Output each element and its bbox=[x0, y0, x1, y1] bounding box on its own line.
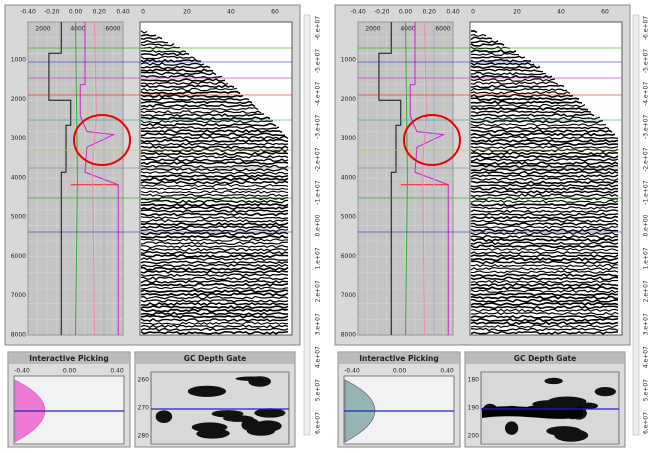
gate-axis-label: 260 bbox=[138, 377, 150, 384]
gate-blob bbox=[548, 397, 587, 407]
seismic-axis-label: 20 bbox=[513, 9, 521, 16]
colorbar-label: 0.e+00 bbox=[315, 214, 322, 236]
log-axis-label: 4000 bbox=[400, 26, 415, 33]
colorbar-label: -3.e+07 bbox=[315, 114, 322, 138]
depth-label: 8000 bbox=[11, 332, 26, 339]
gate-axis-label: 270 bbox=[138, 405, 150, 412]
log-axis-label: 6000 bbox=[435, 26, 450, 33]
gate-blob bbox=[595, 387, 616, 396]
gate-axis-label: 280 bbox=[138, 433, 150, 440]
depth-label: 3000 bbox=[341, 135, 356, 142]
log-axis-label: -0.20 bbox=[374, 9, 390, 16]
depth-label: 3000 bbox=[11, 135, 26, 142]
colorbar-label: 1.e+07 bbox=[315, 247, 322, 269]
colorbar-label: 3.e+07 bbox=[315, 313, 322, 335]
log-axis-label: 4000 bbox=[70, 26, 85, 33]
colorbar bbox=[304, 15, 310, 435]
gate-blob bbox=[248, 376, 271, 387]
gate-axis-label: 200 bbox=[468, 433, 480, 440]
gate-blob bbox=[196, 429, 228, 439]
picking-title: Interactive Picking bbox=[29, 354, 109, 363]
picking-title: Interactive Picking bbox=[359, 354, 439, 363]
gate-blob bbox=[544, 378, 562, 384]
colorbar-label: 5.e+07 bbox=[643, 379, 650, 401]
log-axis-label: 2000 bbox=[365, 26, 380, 33]
gate-blob bbox=[188, 386, 226, 397]
depth-label: 8000 bbox=[341, 332, 356, 339]
log-axis-label: 0.40 bbox=[116, 9, 130, 16]
depth-label: 7000 bbox=[11, 292, 26, 299]
colorbar-label: 0.e+00 bbox=[643, 214, 650, 236]
app-screenshot: -0.40-0.200.000.200.40200040006000100020… bbox=[0, 0, 652, 453]
log-axis-label: 0.00 bbox=[69, 9, 83, 16]
gate-title: GC Depth Gate bbox=[514, 354, 576, 363]
picking-axis-label: 0.00 bbox=[63, 368, 77, 375]
log-axis-label: 0.40 bbox=[446, 9, 460, 16]
gate-blob bbox=[247, 427, 275, 436]
colorbar-label: 1.e+07 bbox=[643, 247, 650, 269]
depth-label: 5000 bbox=[11, 214, 26, 221]
gate-blob bbox=[554, 429, 588, 442]
picking-axis-label: 0.00 bbox=[393, 368, 407, 375]
depth-label: 7000 bbox=[341, 292, 356, 299]
colorbar-label: 4.e+07 bbox=[643, 346, 650, 368]
seismic-axis-label: 60 bbox=[271, 9, 279, 16]
log-axis-label: 0.20 bbox=[93, 9, 107, 16]
seismic-axis-label: 0 bbox=[141, 9, 145, 16]
colorbar-label: 3.e+07 bbox=[643, 313, 650, 335]
colorbar-label: -3.e+07 bbox=[643, 114, 650, 138]
gate-blob bbox=[505, 421, 518, 434]
picking-axis-label: -0.40 bbox=[14, 368, 30, 375]
log-axis-label: 0.20 bbox=[423, 9, 437, 16]
colorbar-label: -4.e+07 bbox=[643, 82, 650, 106]
colorbar-label: -6.e+07 bbox=[315, 16, 322, 40]
colorbar-label: 6.e+07 bbox=[643, 412, 650, 434]
gate-blob bbox=[254, 408, 285, 417]
colorbar-label: -5.e+07 bbox=[315, 49, 322, 73]
depth-label: 2000 bbox=[11, 96, 26, 103]
gate-axis-label: 190 bbox=[468, 405, 480, 412]
colorbar-label: 2.e+07 bbox=[315, 280, 322, 302]
colorbar-label: 4.e+07 bbox=[315, 346, 322, 368]
log-axis-label: 0.00 bbox=[399, 9, 413, 16]
colorbar-label: -2.e+07 bbox=[643, 147, 650, 171]
colorbar-label: -4.e+07 bbox=[315, 82, 322, 106]
colorbar-label: -1.e+07 bbox=[315, 180, 322, 204]
gate-title: GC Depth Gate bbox=[184, 354, 246, 363]
colorbar-label: -1.e+07 bbox=[643, 180, 650, 204]
colorbar-label: 5.e+07 bbox=[315, 379, 322, 401]
depth-label: 5000 bbox=[341, 214, 356, 221]
colorbar-label: -5.e+07 bbox=[643, 49, 650, 73]
picking-axis-label: -0.40 bbox=[344, 368, 360, 375]
gate-blob bbox=[156, 410, 173, 423]
colorbar-label: -2.e+07 bbox=[315, 147, 322, 171]
seismic-axis-label: 40 bbox=[227, 9, 235, 16]
seismic-axis-label: 40 bbox=[557, 9, 565, 16]
gate-blob bbox=[192, 424, 219, 429]
colorbar-label: -6.e+07 bbox=[643, 16, 650, 40]
depth-label: 2000 bbox=[341, 96, 356, 103]
seismic-axis-label: 0 bbox=[471, 9, 475, 16]
seismic-trace bbox=[141, 35, 156, 36]
log-axis-label: 6000 bbox=[105, 26, 120, 33]
gate-blob bbox=[223, 415, 254, 422]
log-axis-label: 2000 bbox=[35, 26, 50, 33]
depth-label: 4000 bbox=[341, 174, 356, 181]
colorbar-label: 6.e+07 bbox=[315, 412, 322, 434]
depth-label: 4000 bbox=[11, 174, 26, 181]
gate-axis-label: 180 bbox=[468, 377, 480, 384]
log-axis-label: -0.40 bbox=[350, 9, 366, 16]
colorbar-label: 2.e+07 bbox=[643, 280, 650, 302]
depth-label: 1000 bbox=[341, 57, 356, 64]
log-axis-label: -0.20 bbox=[44, 9, 60, 16]
picking-axis-label: 0.40 bbox=[440, 368, 454, 375]
colorbar bbox=[633, 15, 639, 435]
seismic-axis-label: 20 bbox=[183, 9, 191, 16]
depth-label: 6000 bbox=[11, 253, 26, 260]
seismic-axis-label: 60 bbox=[601, 9, 609, 16]
picking-axis-label: 0.40 bbox=[110, 368, 124, 375]
depth-label: 1000 bbox=[11, 57, 26, 64]
depth-label: 6000 bbox=[341, 253, 356, 260]
log-axis-label: -0.40 bbox=[20, 9, 36, 16]
